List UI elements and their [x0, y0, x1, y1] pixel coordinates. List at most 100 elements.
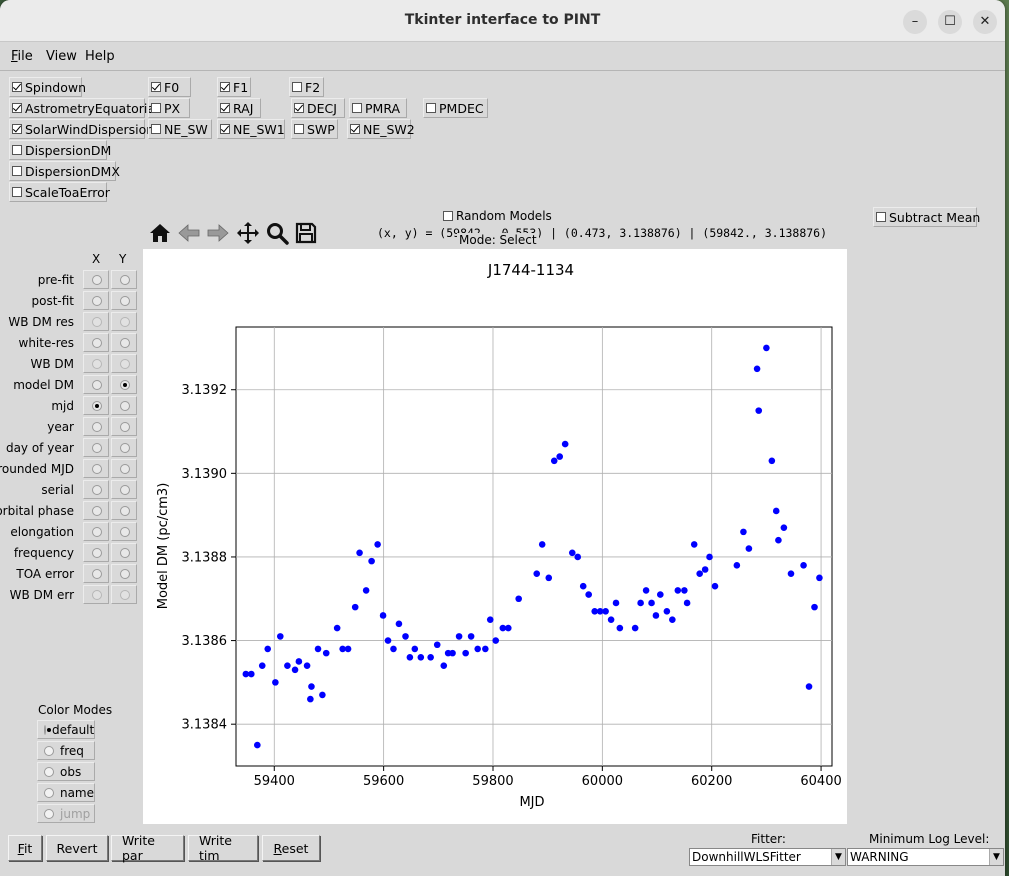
data-point[interactable] [780, 524, 788, 531]
data-point[interactable] [642, 587, 650, 594]
param-checkbox-decj[interactable]: DECJ [291, 98, 345, 118]
axis-x-radio-cell[interactable] [83, 564, 109, 583]
checkbox-box[interactable] [12, 82, 22, 92]
checkbox-box[interactable] [294, 124, 304, 134]
data-point[interactable] [745, 545, 753, 552]
component-checkbox-spindown[interactable]: Spindown [9, 77, 86, 97]
checkbox-box[interactable] [294, 103, 304, 113]
radio-button[interactable] [44, 745, 54, 756]
data-point[interactable] [696, 570, 703, 577]
reset-button[interactable]: Reset [262, 835, 320, 861]
axis-y-radio-cell[interactable] [111, 564, 137, 583]
data-point[interactable] [254, 741, 261, 749]
data-point[interactable] [515, 595, 522, 603]
color-mode-name[interactable]: name [37, 783, 95, 802]
close-button[interactable]: ✕ [973, 10, 997, 34]
param-checkbox-raj[interactable]: RAJ [217, 98, 261, 118]
radio-button[interactable] [120, 548, 130, 558]
checkbox-box[interactable] [350, 124, 360, 134]
radio-button[interactable] [92, 317, 102, 327]
axis-y-radio-cell[interactable] [111, 585, 137, 604]
axis-x-radio-cell[interactable] [83, 459, 109, 478]
data-point[interactable] [657, 591, 664, 598]
data-point[interactable] [711, 582, 719, 590]
radio-button[interactable] [120, 401, 130, 411]
data-point[interactable] [556, 453, 563, 460]
axis-y-radio-cell[interactable] [111, 312, 137, 331]
data-point[interactable] [545, 574, 553, 582]
data-point[interactable] [596, 608, 604, 615]
data-point[interactable] [417, 653, 425, 661]
checkbox-box[interactable] [12, 166, 22, 176]
axis-x-radio-cell[interactable] [83, 312, 109, 331]
radio-button[interactable] [92, 464, 102, 474]
data-point[interactable] [800, 562, 807, 569]
data-point[interactable] [616, 624, 624, 632]
data-point[interactable] [276, 633, 284, 640]
zoom-icon[interactable] [265, 221, 289, 245]
axis-x-radio-cell[interactable] [83, 270, 109, 289]
radio-button[interactable] [44, 766, 54, 777]
param-checkbox-ne_sw[interactable]: NE_SW [148, 119, 212, 139]
data-point[interactable] [333, 624, 341, 632]
radio-button[interactable] [44, 724, 51, 735]
data-point[interactable] [775, 536, 782, 544]
menu-file[interactable]: File [11, 49, 33, 64]
data-point[interactable] [449, 649, 456, 657]
param-checkbox-ne_sw1[interactable]: NE_SW1 [217, 119, 285, 139]
maximize-button[interactable]: ☐ [938, 10, 962, 34]
radio-button[interactable] [92, 590, 102, 600]
data-point[interactable] [379, 612, 387, 619]
data-point[interactable] [499, 624, 507, 632]
data-point[interactable] [351, 603, 359, 611]
data-point[interactable] [663, 608, 671, 615]
radio-button[interactable] [120, 296, 130, 306]
data-point[interactable] [467, 633, 475, 640]
axis-x-radio-cell[interactable] [83, 438, 109, 457]
axis-y-radio-cell[interactable] [111, 291, 137, 310]
radio-button[interactable] [120, 317, 130, 327]
data-point[interactable] [374, 541, 381, 548]
data-point[interactable] [612, 599, 620, 607]
checkbox-box[interactable] [12, 187, 22, 197]
data-point[interactable] [768, 457, 776, 465]
param-checkbox-pmdec[interactable]: PMDEC [423, 98, 488, 118]
minimize-button[interactable]: – [903, 10, 927, 34]
radio-button[interactable] [92, 401, 102, 411]
data-point[interactable] [740, 528, 747, 536]
data-point[interactable] [272, 679, 279, 686]
data-point[interactable] [440, 662, 448, 669]
revert-button[interactable]: Revert [46, 835, 108, 861]
color-mode-jump[interactable]: jump [37, 804, 95, 823]
axis-y-radio-cell[interactable] [111, 522, 137, 541]
data-point[interactable] [427, 653, 434, 661]
checkbox-box[interactable] [220, 82, 230, 92]
data-point[interactable] [291, 666, 299, 674]
menu-view[interactable]: View [46, 49, 77, 64]
axis-y-radio-cell[interactable] [111, 333, 137, 352]
checkbox-box[interactable] [12, 103, 22, 113]
data-point[interactable] [248, 670, 255, 678]
fitter-dropdown[interactable]: DownhillWLSFitter ▼ [689, 848, 846, 866]
data-point[interactable] [406, 653, 414, 661]
data-point[interactable] [772, 507, 780, 515]
radio-button[interactable] [120, 338, 130, 348]
data-point[interactable] [607, 616, 615, 623]
data-point[interactable] [706, 553, 713, 561]
param-checkbox-px[interactable]: PX [148, 98, 190, 118]
param-checkbox-swp[interactable]: SWP [291, 119, 338, 139]
radio-button[interactable] [120, 590, 130, 600]
data-point[interactable] [585, 591, 592, 598]
color-mode-freq[interactable]: freq [37, 741, 95, 760]
data-point[interactable] [591, 608, 598, 615]
data-point[interactable] [482, 645, 489, 653]
data-point[interactable] [455, 633, 463, 640]
data-point[interactable] [242, 670, 250, 678]
radio-button[interactable] [120, 359, 130, 369]
axis-y-radio-cell[interactable] [111, 417, 137, 436]
radio-button[interactable] [120, 275, 130, 285]
data-point[interactable] [550, 457, 558, 465]
data-point[interactable] [356, 549, 363, 557]
forward-arrow-icon[interactable] [206, 221, 230, 245]
data-point[interactable] [652, 612, 660, 619]
